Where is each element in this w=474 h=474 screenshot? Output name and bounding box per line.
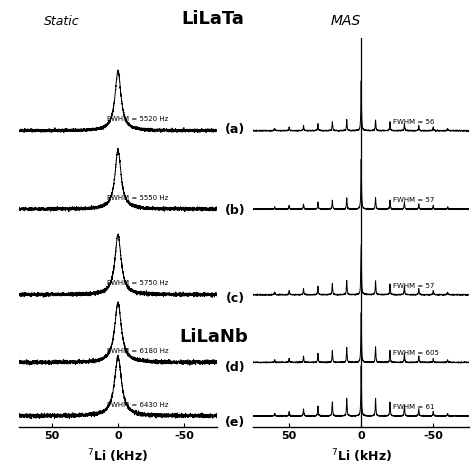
Text: (a): (a) xyxy=(225,123,245,136)
Text: LiLaTa: LiLaTa xyxy=(182,10,245,28)
Text: FWHM = 57: FWHM = 57 xyxy=(393,197,434,203)
X-axis label: $^7$Li (kHz): $^7$Li (kHz) xyxy=(87,447,149,465)
Text: FWHM = 6430 Hz: FWHM = 6430 Hz xyxy=(108,401,169,408)
X-axis label: $^7$Li (kHz): $^7$Li (kHz) xyxy=(330,447,392,465)
Text: (c): (c) xyxy=(226,292,245,305)
Text: FWHM = 5550 Hz: FWHM = 5550 Hz xyxy=(108,195,169,201)
Text: (d): (d) xyxy=(225,362,246,374)
Text: FWHM = 605: FWHM = 605 xyxy=(393,350,439,356)
Text: Static: Static xyxy=(44,16,80,28)
Text: FWHM = 6180 Hz: FWHM = 6180 Hz xyxy=(108,348,169,354)
Text: FWHM = 56: FWHM = 56 xyxy=(393,118,434,125)
Text: FWHM = 57: FWHM = 57 xyxy=(393,283,434,289)
Text: (b): (b) xyxy=(225,204,246,217)
Text: FWHM = 5750 Hz: FWHM = 5750 Hz xyxy=(108,281,169,286)
Text: LiLaNb: LiLaNb xyxy=(179,328,248,346)
Text: FWHM = 61: FWHM = 61 xyxy=(393,404,434,410)
Text: (e): (e) xyxy=(225,417,245,429)
Text: FWHM = 5520 Hz: FWHM = 5520 Hz xyxy=(108,116,169,122)
Text: MAS: MAS xyxy=(331,14,361,28)
